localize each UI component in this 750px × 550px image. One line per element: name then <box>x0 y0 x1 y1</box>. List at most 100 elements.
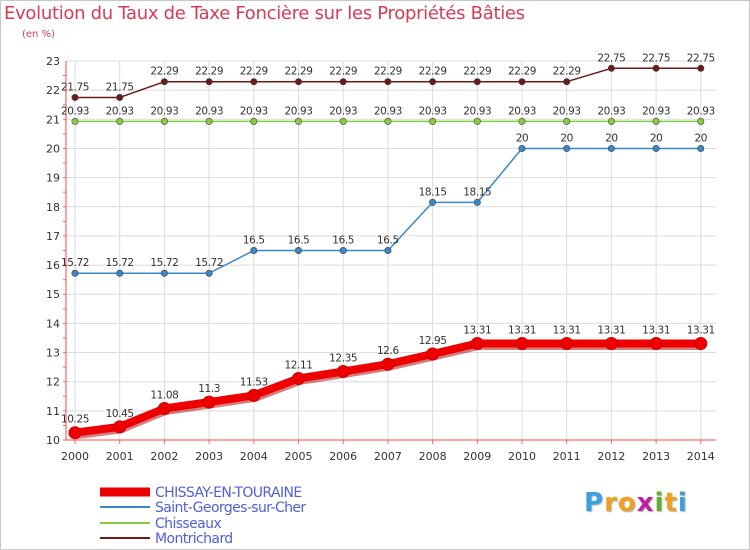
data-label: 18.15 <box>463 186 491 198</box>
data-point <box>205 78 213 86</box>
data-label: 11.08 <box>150 390 178 402</box>
y-tick-label: 22 <box>46 84 60 97</box>
data-point <box>652 64 660 72</box>
data-point <box>429 198 437 206</box>
data-label: 20.93 <box>597 105 625 117</box>
data-point <box>71 93 79 101</box>
data-label: 13.31 <box>508 325 536 337</box>
data-label: 22.29 <box>374 66 402 78</box>
data-point <box>381 357 395 371</box>
y-tick-label: 14 <box>46 317 60 330</box>
x-tick-label: 2001 <box>106 450 134 463</box>
proxiti-logo: Proxiti <box>584 488 688 518</box>
data-label: 11.3 <box>198 383 220 395</box>
y-tick-label: 18 <box>46 201 60 214</box>
data-label: 22.29 <box>329 66 357 78</box>
data-label: 20 <box>650 132 663 144</box>
data-point <box>473 117 481 125</box>
data-point <box>697 144 705 152</box>
data-label: 20.93 <box>240 105 268 117</box>
data-label: 21.75 <box>106 81 134 93</box>
legend-label: Chisseaux <box>155 516 221 532</box>
data-label: 15.72 <box>106 257 134 269</box>
legend-label: Montrichard <box>155 531 233 547</box>
data-label: 21.75 <box>61 81 89 93</box>
data-point <box>515 337 529 351</box>
data-point <box>247 388 261 402</box>
data-point <box>652 144 660 152</box>
y-tick-label: 17 <box>46 230 60 243</box>
data-point <box>339 78 347 86</box>
data-point <box>336 364 350 378</box>
data-point <box>563 144 571 152</box>
y-tick-label: 12 <box>46 376 60 389</box>
data-point <box>292 371 305 385</box>
data-point <box>607 64 615 72</box>
data-point <box>384 247 392 255</box>
y-tick-label: 15 <box>46 288 60 301</box>
data-label: 20.93 <box>687 105 715 117</box>
data-point <box>607 144 615 152</box>
data-point <box>518 78 526 86</box>
x-tick-label: 2006 <box>329 450 357 463</box>
data-point <box>113 420 127 434</box>
data-point <box>205 117 213 125</box>
data-point <box>250 247 258 255</box>
data-point <box>694 337 708 351</box>
data-label: 20.93 <box>106 105 134 117</box>
data-point <box>339 247 347 255</box>
data-label: 13.31 <box>553 325 581 337</box>
x-tick-label: 2012 <box>597 450 625 463</box>
y-tick-label: 16 <box>46 259 60 272</box>
data-label: 22.75 <box>642 52 670 64</box>
data-point <box>560 337 574 351</box>
data-label: 22.29 <box>284 66 312 78</box>
x-tick-label: 2013 <box>642 450 670 463</box>
data-point <box>294 78 302 86</box>
data-label: 15.72 <box>150 257 178 269</box>
data-point <box>71 269 79 277</box>
chart-title: Evolution du Taux de Taxe Foncière sur l… <box>4 3 525 24</box>
data-label: 20 <box>695 132 708 144</box>
data-label: 12.95 <box>419 335 447 347</box>
data-label: 13.31 <box>687 325 715 337</box>
data-point <box>116 269 124 277</box>
data-label: 22.29 <box>463 66 491 78</box>
data-label: 22.29 <box>419 66 447 78</box>
data-label: 16.5 <box>377 235 399 247</box>
data-label: 22.75 <box>687 52 715 64</box>
x-tick-label: 2000 <box>61 450 89 463</box>
y-tick-label: 20 <box>46 142 60 155</box>
data-point <box>250 78 258 86</box>
y-tick-label: 19 <box>46 172 60 185</box>
data-label: 15.72 <box>61 257 89 269</box>
data-point <box>68 426 82 440</box>
data-point <box>473 78 481 86</box>
data-point <box>697 64 705 72</box>
logo-letter: i <box>677 488 688 518</box>
x-tick-label: 2008 <box>419 450 447 463</box>
y-tick-label: 11 <box>46 405 60 418</box>
data-point <box>157 402 171 416</box>
data-label: 22.29 <box>150 66 178 78</box>
data-label: 13.31 <box>642 325 670 337</box>
data-point <box>160 117 168 125</box>
data-label: 20.93 <box>195 105 223 117</box>
logo-letter: t <box>664 488 678 518</box>
data-label: 16.5 <box>332 235 354 247</box>
data-label: 22.29 <box>553 66 581 78</box>
data-point <box>294 247 302 255</box>
data-point <box>429 117 437 125</box>
x-tick-label: 2002 <box>150 450 178 463</box>
data-label: 20.93 <box>553 105 581 117</box>
data-label: 16.5 <box>288 235 310 247</box>
data-label: 10.25 <box>61 414 89 426</box>
data-label: 20.93 <box>329 105 357 117</box>
data-point <box>473 198 481 206</box>
data-point <box>563 78 571 86</box>
data-label: 12.11 <box>284 359 312 371</box>
data-label: 20.93 <box>642 105 670 117</box>
data-label: 20 <box>560 132 573 144</box>
unit-label: (en %) <box>22 29 55 40</box>
data-point <box>604 337 618 351</box>
